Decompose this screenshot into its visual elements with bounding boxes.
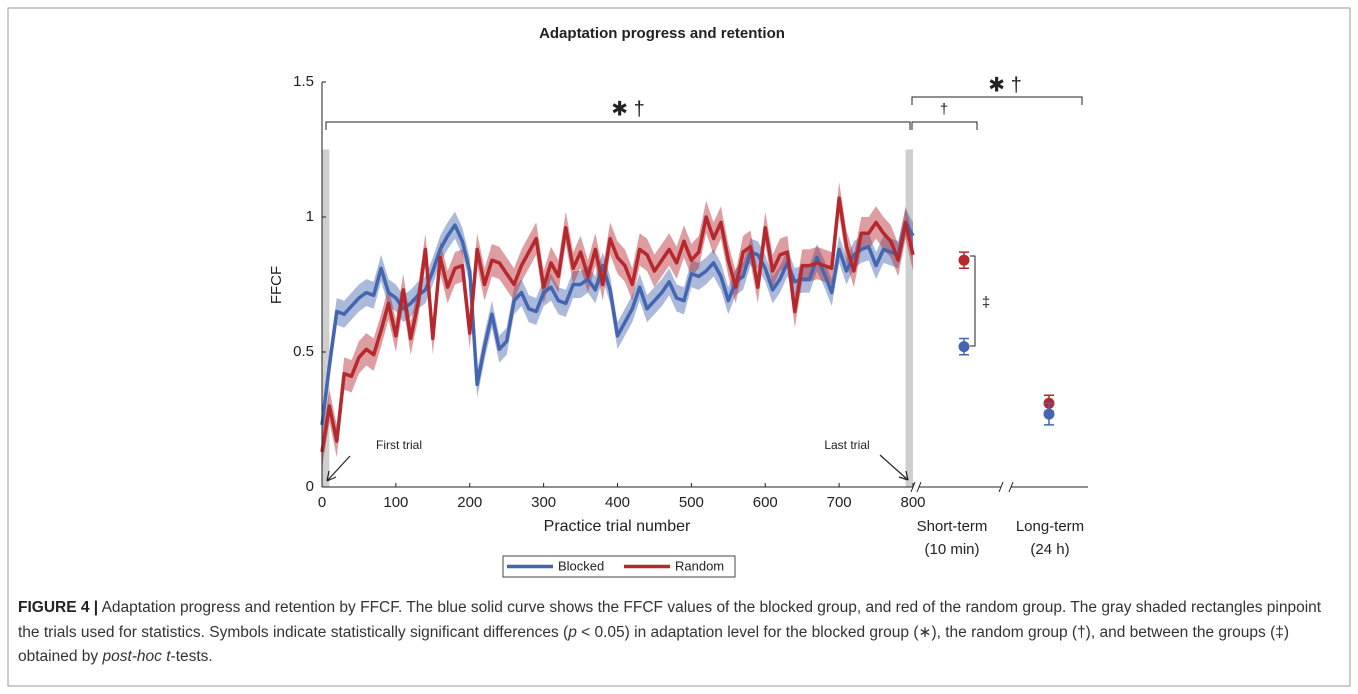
x-category-sublabel: (10 min): [924, 541, 979, 558]
y-tick-label: 1: [306, 208, 314, 225]
caption-text: Adaptation progress and retention by FFC…: [18, 599, 1322, 641]
retention-point: [1043, 408, 1055, 420]
y-tick-label: 1.5: [293, 73, 314, 90]
y-axis-label: FFCF: [268, 266, 285, 304]
x-tick-label: 200: [457, 494, 482, 511]
y-tick-label: 0: [306, 478, 314, 495]
plot-area: [320, 149, 915, 487]
caption-text: p: [568, 623, 577, 641]
x-category-label: Long-term: [1016, 518, 1084, 535]
x-tick-label: 400: [605, 494, 630, 511]
caption-text: post-hoc t: [102, 648, 171, 665]
x-tick-label: 300: [531, 494, 556, 511]
caption-label: FIGURE 4 |: [18, 599, 99, 616]
caption: FIGURE 4 | Adaptation progress and reten…: [18, 596, 1338, 670]
legend: [502, 555, 736, 578]
x-tick-label: 500: [679, 494, 704, 511]
figure-frame: [7, 7, 1351, 687]
legend-label: Blocked: [558, 558, 604, 573]
caption-text: -tests.: [170, 648, 213, 665]
axis-break-gap: [913, 482, 919, 492]
annotation: Last trial: [824, 438, 869, 452]
y-tick-label: 0.5: [293, 343, 314, 360]
annotation-arrow: [326, 454, 909, 482]
annotation: First trial: [376, 438, 422, 452]
shaded-range: [905, 149, 913, 487]
shaded-range: [322, 149, 330, 487]
x-tick-label: 100: [383, 494, 408, 511]
annotation: ‡: [982, 294, 990, 311]
series-line: [320, 196, 915, 453]
x-category-label: Short-term: [917, 518, 988, 535]
annotation: ✱ †: [988, 74, 1021, 96]
x-tick-label: 800: [900, 494, 925, 511]
significance-brackets: [325, 96, 1083, 347]
axis-break-gap: [1001, 482, 1011, 492]
x-axis-label: Practice trial number: [544, 518, 691, 535]
retention-point: [958, 341, 970, 353]
x-tick-label: 600: [753, 494, 778, 511]
error-band: [322, 181, 913, 469]
annotation: †: [940, 101, 948, 118]
x-tick-label: 0: [318, 494, 326, 511]
chart-title: Adaptation progress and retention: [539, 25, 785, 42]
annotation: ✱ †: [611, 98, 644, 120]
x-category-sublabel: (24 h): [1030, 541, 1069, 558]
legend-label: Random: [675, 558, 724, 573]
caption-text: < 0.05) in adaptation level for the bloc…: [18, 623, 1290, 666]
retention-point: [958, 254, 970, 266]
x-tick-label: 700: [827, 494, 852, 511]
